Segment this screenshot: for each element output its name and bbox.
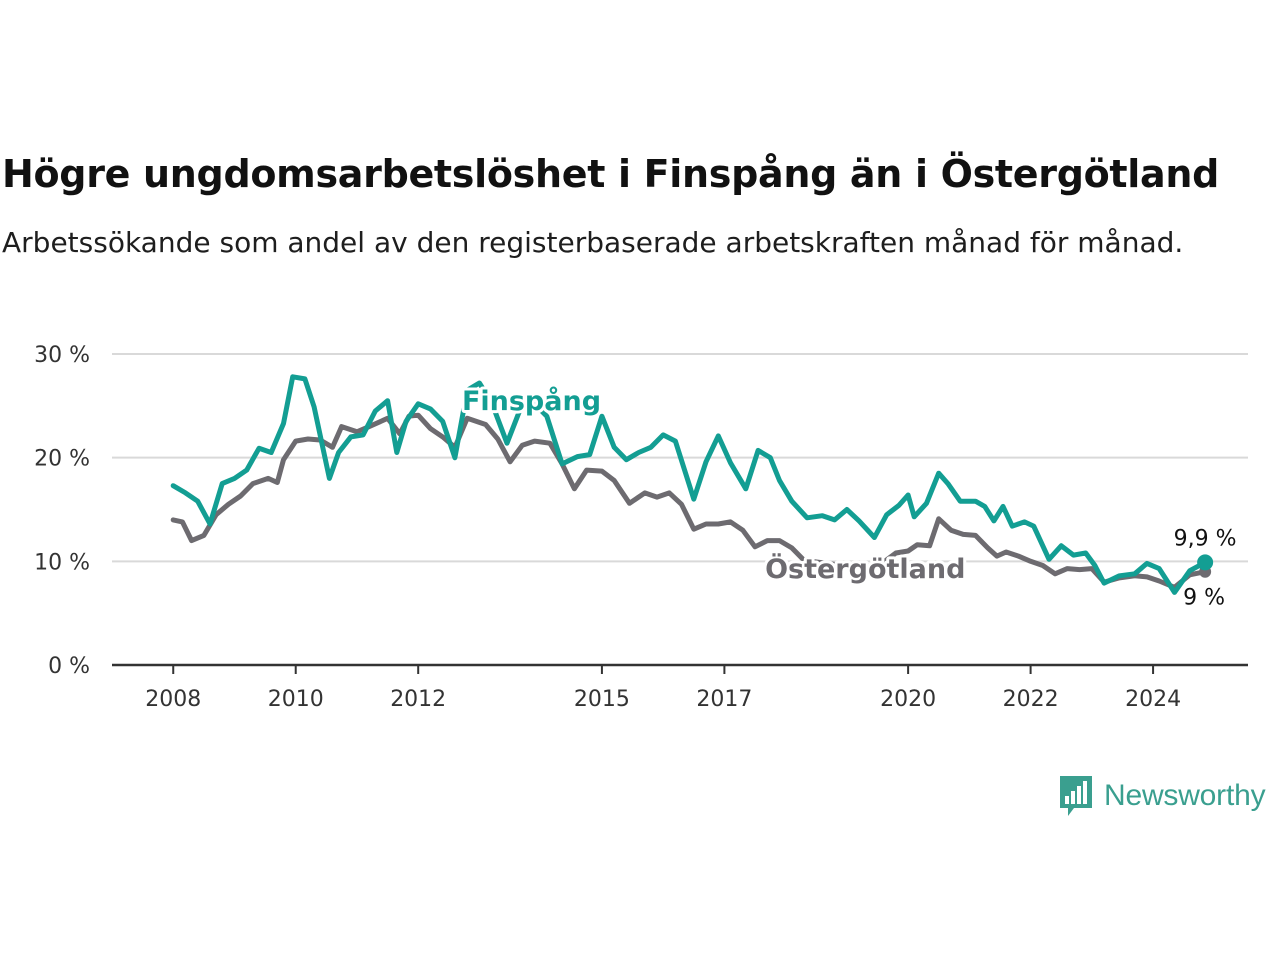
finspang-series-line bbox=[170, 374, 1208, 595]
chart-title: Högre ungdomsarbetslöshet i Finspång än … bbox=[2, 152, 1220, 196]
finspang-end-value-label: 9,9 % bbox=[1174, 526, 1237, 551]
brand-name: Newsworthy bbox=[1104, 779, 1266, 812]
finspang-end-point bbox=[1197, 554, 1214, 571]
bar-chart-speech-bubble-icon bbox=[1060, 776, 1092, 816]
y-tick-label: 10 % bbox=[34, 550, 90, 575]
ostergotland-series-line bbox=[170, 412, 1208, 590]
series-lines bbox=[170, 374, 1214, 595]
newsworthy-brand[interactable]: Newsworthy bbox=[1058, 772, 1266, 820]
x-tick-label: 2015 bbox=[574, 687, 630, 712]
x-tick-label: 2012 bbox=[390, 687, 446, 712]
x-tick-label: 2024 bbox=[1125, 687, 1181, 712]
x-tick-label: 2022 bbox=[1003, 687, 1059, 712]
y-tick-label: 20 % bbox=[34, 447, 90, 472]
ostergotland-end-value-label: 9 % bbox=[1183, 586, 1225, 611]
y-tick-label: 0 % bbox=[48, 654, 90, 679]
ostergotland-series-label: Östergötland bbox=[765, 552, 965, 585]
y-axis-tick-labels: 0 % 10 % 20 % 30 % bbox=[34, 343, 90, 679]
x-tick-label: 2008 bbox=[145, 687, 201, 712]
series-labels: Finspång Östergötland 9,9 % 9 % bbox=[459, 382, 1239, 613]
x-axis: 2008 2010 2012 2015 2017 2020 2022 2024 bbox=[112, 663, 1248, 712]
chart-subtitle: Arbetssökande som andel av den registerb… bbox=[2, 226, 1184, 259]
x-tick-label: 2020 bbox=[880, 687, 936, 712]
x-tick-label: 2017 bbox=[696, 687, 752, 712]
y-tick-label: 30 % bbox=[34, 343, 90, 368]
x-tick-label: 2010 bbox=[268, 687, 324, 712]
finspang-series-label: Finspång bbox=[462, 385, 601, 417]
line-chart: 0 % 10 % 20 % 30 % 2008 2010 2012 2015 2017 2020… bbox=[34, 343, 1248, 712]
